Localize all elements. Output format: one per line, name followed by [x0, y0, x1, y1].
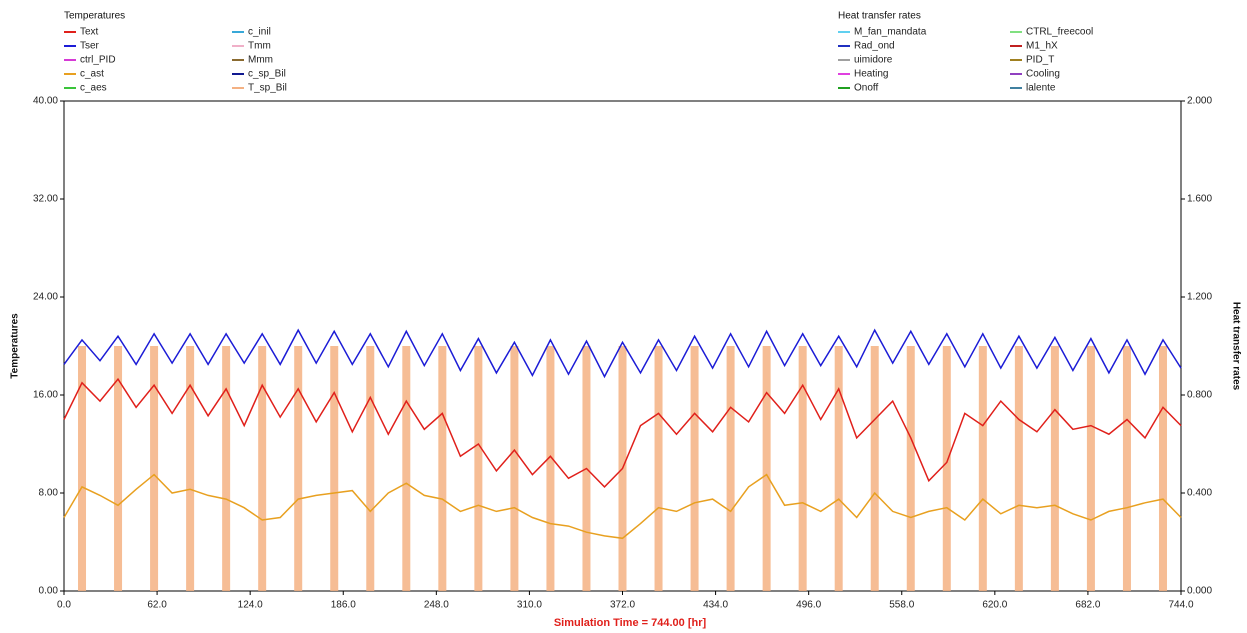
x-tick-label: 186.0 — [331, 600, 356, 611]
bar — [258, 346, 267, 591]
x-tick-label: 434.0 — [703, 600, 728, 611]
bar — [402, 346, 411, 591]
x-tick-label: 620.0 — [982, 600, 1007, 611]
series-line — [63, 473, 1182, 540]
y2-tick-label: 0.000 — [1187, 586, 1212, 597]
y-tick-label: 8.00 — [39, 488, 59, 499]
x-tick-label: 682.0 — [1075, 600, 1100, 611]
legend-label: Tser — [80, 41, 100, 52]
x-tick-label: 496.0 — [796, 600, 821, 611]
bar — [150, 346, 159, 591]
legend-label: c_aes — [80, 83, 107, 94]
bar — [474, 346, 483, 591]
x-tick-label: 310.0 — [517, 600, 542, 611]
y2-tick-label: 0.400 — [1187, 488, 1212, 499]
bar — [294, 346, 303, 591]
legend-label: T_sp_Bil — [248, 83, 287, 94]
y2-tick-label: 1.200 — [1187, 292, 1212, 303]
y-tick-label: 32.00 — [33, 194, 58, 205]
legend-label: Cooling — [1026, 69, 1060, 80]
x-tick-label: 744.0 — [1168, 600, 1193, 611]
legend-label: CTRL_freecool — [1026, 27, 1093, 38]
legend-title: Heat transfer rates — [838, 11, 921, 22]
bar — [1122, 346, 1131, 591]
bar — [114, 346, 123, 591]
bar — [366, 346, 375, 591]
y2-tick-label: 2.000 — [1187, 96, 1212, 107]
bar — [654, 346, 663, 591]
legend-label: PID_T — [1026, 55, 1054, 66]
legend-label: ctrl_PID — [80, 55, 116, 66]
x-tick-label: 372.0 — [610, 600, 635, 611]
bar — [978, 346, 987, 591]
bar — [798, 346, 807, 591]
legend-label: c_inil — [248, 27, 271, 38]
y2-tick-label: 1.600 — [1187, 194, 1212, 205]
x-tick-label: 62.0 — [147, 600, 167, 611]
bar — [1158, 346, 1167, 591]
bar — [1086, 346, 1095, 591]
legend-label: Text — [80, 27, 99, 38]
legend-label: M1_hX — [1026, 41, 1058, 52]
legend-label: c_sp_Bil — [248, 69, 286, 80]
legend-label: Onoff — [854, 83, 878, 94]
bar — [186, 346, 195, 591]
bar — [762, 346, 771, 591]
bar — [690, 346, 699, 591]
y-axis-title: Temperatures — [10, 313, 21, 379]
y-tick-label: 24.00 — [33, 292, 58, 303]
x-axis-title: Simulation Time = 744.00 [hr] — [554, 617, 707, 629]
legend-label: M_fan_mandata — [854, 27, 927, 38]
bar — [510, 346, 519, 591]
bar — [906, 346, 915, 591]
legend-label: Tmm — [248, 41, 271, 52]
y2-tick-label: 0.800 — [1187, 390, 1212, 401]
bar — [546, 346, 555, 591]
series-line — [63, 377, 1182, 488]
bar — [330, 346, 339, 591]
legend-label: uimidore — [854, 55, 893, 66]
x-tick-label: 248.0 — [424, 600, 449, 611]
bar — [78, 346, 87, 591]
legend-label: c_ast — [80, 69, 104, 80]
legend-label: Rad_ond — [854, 41, 895, 52]
bar — [942, 346, 951, 591]
bar — [222, 346, 231, 591]
bar — [438, 346, 447, 591]
y-tick-label: 0.00 — [39, 586, 59, 597]
y-tick-label: 40.00 — [33, 96, 58, 107]
legend-label: Mmm — [248, 55, 273, 66]
bar — [1050, 346, 1059, 591]
y-tick-label: 16.00 — [33, 390, 58, 401]
legend-title: Temperatures — [64, 11, 125, 22]
bar — [834, 346, 843, 591]
legend-label: Heating — [854, 69, 888, 80]
x-tick-label: 0.0 — [57, 600, 71, 611]
x-tick-label: 558.0 — [889, 600, 914, 611]
y2-axis-title: Heat transfer rates — [1230, 302, 1241, 391]
bar — [870, 346, 879, 591]
x-tick-label: 124.0 — [238, 600, 263, 611]
bar — [726, 346, 735, 591]
legend-label: lalente — [1026, 83, 1056, 94]
bar — [1014, 346, 1023, 591]
series-line — [63, 328, 1182, 379]
